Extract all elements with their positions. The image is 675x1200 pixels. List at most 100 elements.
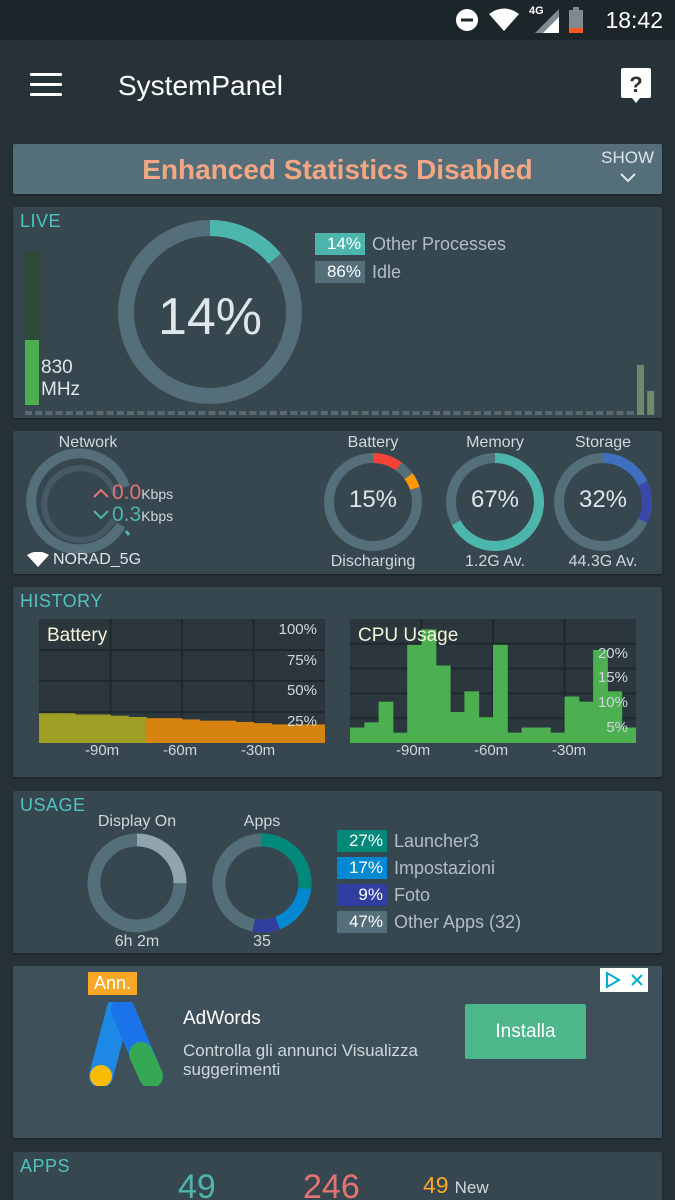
apps-count: 35: [253, 933, 271, 950]
live-card[interactable]: LIVE 830 MHz 14% 14% Other Processes 86%…: [13, 207, 662, 418]
show-button[interactable]: SHOW: [601, 148, 654, 188]
cpu-y-tick: 10%: [597, 694, 628, 711]
ad-description: Controlla gli annunci Visualizza suggeri…: [183, 1041, 418, 1079]
history-bar: [535, 727, 551, 743]
sparkline-bar: [249, 411, 257, 415]
network-ring: [26, 448, 131, 555]
sparkline-bar: [86, 411, 94, 415]
history-label: HISTORY: [20, 591, 103, 611]
sparkline-bar: [157, 411, 165, 415]
ad-choices-icon[interactable]: [600, 968, 648, 992]
legend-idle: 86% Idle: [315, 261, 401, 283]
history-bar: [253, 723, 272, 743]
sparkline-bar: [106, 411, 114, 415]
apps-new: 49 New: [423, 1172, 489, 1199]
cpu-frequency: 830 MHz: [41, 357, 80, 401]
usage-legend-impostazioni: 17% Impostazioni: [337, 857, 495, 879]
svg-text:?: ?: [629, 72, 642, 97]
apps-ring: [212, 833, 312, 933]
usage-card[interactable]: USAGE Display On 6h 2m Apps 35 27% Launc…: [13, 791, 662, 953]
sparkline-bar: [65, 411, 73, 415]
status-time: 18:42: [605, 7, 663, 33]
battery-y-tick: 50%: [286, 682, 317, 699]
history-bar: [507, 732, 523, 743]
sparkline-bar: [433, 411, 440, 415]
legend-chip: 86%: [315, 261, 365, 283]
apps-ring-segment: [212, 833, 312, 933]
enhanced-stats-banner[interactable]: Enhanced Statistics Disabled SHOW: [13, 144, 662, 194]
show-label: SHOW: [601, 148, 654, 167]
sparkline-bar: [239, 411, 247, 415]
history-bar: [564, 696, 580, 743]
battery-x-tick: -90m: [85, 742, 120, 759]
history-bar: [74, 714, 94, 743]
cpu-y-tick: 20%: [597, 645, 628, 662]
hamburger-menu-icon[interactable]: [30, 73, 62, 99]
legend-label: Impostazioni: [394, 857, 496, 878]
history-bar: [421, 629, 437, 743]
sparkline-bar: [575, 411, 583, 415]
memory-gauge: 67%: [445, 452, 545, 552]
upload-unit: Kbps: [141, 486, 174, 502]
usage-legend-foto: 9% Foto: [337, 884, 430, 906]
sparkline-bar: [545, 411, 553, 415]
sparkline-bar: [76, 411, 83, 415]
sparkline-bar: [320, 411, 328, 415]
sparkline-bar: [96, 411, 104, 415]
memory-label: Memory: [466, 434, 524, 451]
history-bar: [92, 714, 111, 743]
sparkline-bar: [269, 411, 277, 415]
memory-percent: 67%: [470, 486, 520, 513]
cpu-x-tick: -30m: [552, 742, 587, 759]
ad-title: AdWords: [183, 1008, 261, 1029]
apps-card[interactable]: APPS 49 246 49 New: [13, 1152, 662, 1200]
apps-section-label: APPS: [20, 1156, 71, 1176]
storage-gauge: 32%: [553, 452, 653, 552]
network-type: 4G: [529, 5, 544, 17]
history-bar: [550, 732, 565, 743]
history-bar: [450, 712, 465, 743]
sparkline-bar: [229, 411, 236, 415]
history-bar: [235, 721, 254, 743]
battery-x-tick: -60m: [163, 742, 198, 759]
display-on-label: Display On: [97, 813, 177, 830]
sparkline-bar: [290, 411, 298, 415]
cpu-live-sparkline: [25, 365, 655, 415]
sparkline-bar: [647, 391, 655, 415]
battery-y-tick: 100%: [278, 621, 317, 638]
sparkline-bar: [208, 411, 216, 415]
sparkline-bar: [453, 411, 461, 415]
wifi-ssid: NORAD_5G: [27, 551, 141, 569]
memory-available: 1.2G Av.: [465, 553, 525, 570]
cpu-history-chart: CPU Usage 20% 15% 10% 5%: [350, 619, 637, 743]
cpu-y-tick: 5%: [606, 719, 628, 736]
sparkline-bar: [473, 411, 481, 415]
apps-label: Apps: [243, 813, 281, 830]
sparkline-bar: [35, 411, 43, 415]
wifi-icon: [489, 8, 519, 31]
sparkline-bar: [463, 411, 471, 415]
display-on-time: 6h 2m: [114, 933, 160, 950]
history-bar: [478, 717, 494, 743]
sparkline-bar: [586, 411, 593, 415]
install-button[interactable]: Installa: [465, 1004, 586, 1059]
ad-card[interactable]: Ann. AdWords Controlla gli annunci Visua…: [13, 966, 662, 1138]
legend-label: Foto: [394, 884, 431, 905]
sparkline-bar: [116, 411, 124, 415]
history-bar: [593, 650, 608, 743]
history-bar: [307, 724, 326, 743]
cpu-frequency-unit: MHz: [41, 379, 81, 400]
upload-rate: 0.0: [112, 481, 142, 504]
banner-message: Enhanced Statistics Disabled: [142, 154, 533, 185]
history-bar: [493, 644, 508, 743]
sparkline-bar: [504, 411, 512, 415]
help-bubble-icon[interactable]: ?: [621, 68, 651, 104]
sparkline-bar: [371, 411, 379, 415]
system-stats-card[interactable]: Network 0.0 Kbps 0.3 Kbps NORAD_5G Batte…: [13, 431, 662, 574]
sparkline-bar: [626, 411, 634, 415]
sparkline-bar: [535, 411, 542, 415]
history-card[interactable]: HISTORY Battery 100% 75% 50% 25% -90m -6…: [13, 587, 662, 777]
sparkline-bar: [494, 411, 502, 415]
sparkline-bar: [188, 411, 196, 415]
do-not-disturb-icon: [456, 9, 478, 31]
